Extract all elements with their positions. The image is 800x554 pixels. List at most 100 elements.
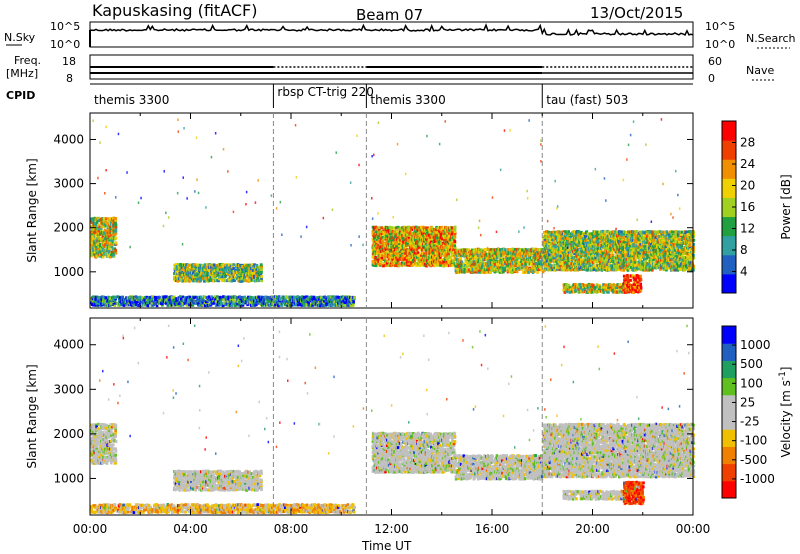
data-cell — [595, 266, 598, 270]
data-cell — [420, 262, 424, 266]
data-cell — [384, 255, 387, 259]
data-cell — [603, 246, 606, 250]
data-cell — [556, 244, 559, 248]
data-cell — [621, 240, 624, 244]
data-cell — [114, 231, 118, 235]
data-cell — [562, 233, 565, 237]
data-cell — [627, 240, 630, 244]
data-cell — [385, 263, 389, 267]
data-cell — [186, 275, 189, 279]
data-cell — [108, 249, 111, 253]
data-cell — [508, 261, 511, 265]
data-cell — [592, 264, 596, 268]
data-cell — [430, 233, 433, 237]
data-cell — [586, 240, 590, 244]
data-cell — [453, 244, 456, 248]
data-cell — [432, 234, 435, 238]
data-cell — [92, 249, 95, 252]
data-cell — [260, 270, 263, 274]
data-cell — [397, 264, 401, 267]
data-cell — [198, 271, 202, 275]
data-cell — [175, 267, 179, 271]
data-cell — [456, 267, 460, 271]
data-cell — [440, 225, 443, 229]
data-cell — [541, 270, 545, 274]
data-cell — [236, 277, 239, 280]
data-cell — [93, 239, 96, 243]
data-cell — [114, 221, 117, 225]
data-cell — [232, 263, 235, 267]
freq-label: Freq. — [14, 54, 41, 67]
data-cell — [464, 260, 468, 264]
data-cell — [228, 269, 232, 273]
data-cell — [610, 254, 613, 258]
data-cell — [513, 248, 517, 251]
data-cell — [587, 246, 590, 250]
data-cell — [395, 262, 398, 266]
data-cell — [107, 241, 110, 245]
data-cell — [469, 268, 473, 272]
data-cell — [112, 216, 116, 220]
data-cell — [180, 267, 184, 271]
data-cell — [450, 254, 454, 258]
nsky-tick-top: 10^5 — [50, 20, 80, 33]
data-cell — [97, 216, 101, 220]
data-cell — [109, 225, 112, 229]
data-cell — [476, 262, 479, 266]
nsky-tick-bottom: 10^0 — [50, 38, 80, 51]
data-cell — [394, 235, 397, 239]
data-cell — [601, 256, 605, 260]
data-cell — [579, 247, 582, 251]
data-cell — [447, 243, 450, 247]
data-cell — [628, 238, 631, 242]
data-cell — [433, 243, 436, 247]
data-cell — [545, 263, 549, 267]
freq-tick-bottom: 8 — [66, 72, 73, 85]
data-cell — [200, 277, 203, 281]
data-cell — [386, 249, 389, 253]
data-cell — [232, 273, 235, 277]
data-cell — [404, 246, 408, 249]
data-cell — [590, 252, 593, 256]
data-cell — [539, 250, 542, 254]
data-cell — [569, 268, 573, 272]
data-cell — [207, 273, 211, 277]
data-cell — [404, 226, 408, 230]
data-cell — [580, 258, 583, 262]
data-cell — [399, 255, 403, 259]
data-cell — [428, 256, 431, 260]
data-cell — [598, 252, 601, 256]
data-cell — [585, 256, 588, 260]
data-cell — [597, 230, 600, 234]
data-cell — [97, 241, 100, 245]
data-cell — [454, 269, 458, 272]
data-cell — [400, 228, 403, 232]
data-cell — [110, 221, 113, 225]
data-cell — [498, 254, 502, 258]
data-cell — [230, 279, 234, 283]
data-cell — [503, 252, 507, 256]
data-cell — [546, 256, 549, 259]
data-cell — [621, 232, 625, 236]
data-cell — [93, 229, 96, 233]
data-cell — [206, 271, 209, 275]
data-cell — [595, 244, 598, 248]
data-cell — [254, 273, 258, 277]
data-cell — [423, 258, 426, 262]
data-cell — [532, 247, 536, 251]
data-cell — [506, 254, 510, 258]
data-cell — [244, 267, 248, 271]
data-cell — [566, 254, 570, 258]
data-cell — [91, 235, 95, 239]
data-cell — [387, 228, 390, 232]
data-cell — [507, 248, 510, 251]
data-cell — [547, 237, 550, 240]
data-cell — [624, 240, 627, 244]
data-cell — [603, 267, 607, 271]
data-cell — [587, 248, 591, 252]
data-cell — [506, 252, 510, 256]
data-cell — [260, 265, 263, 269]
data-cell — [580, 254, 583, 258]
data-cell — [434, 255, 438, 259]
data-cell — [532, 266, 535, 270]
